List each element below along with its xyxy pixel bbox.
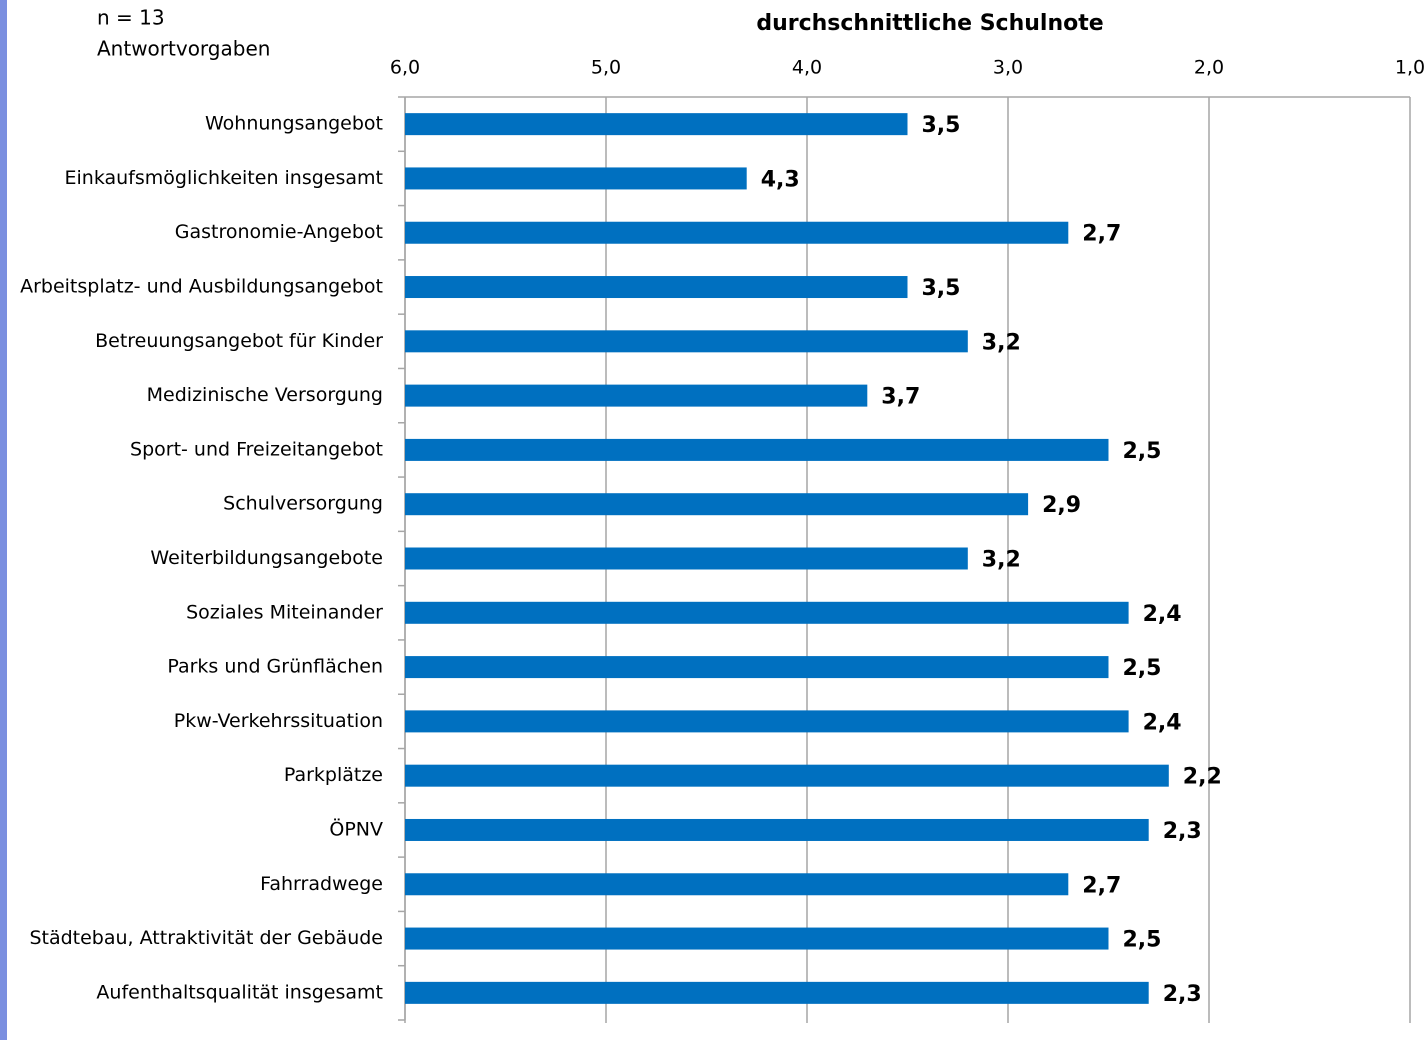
bar xyxy=(405,710,1129,733)
y-tick-label: Betreuungsangebot für Kinder xyxy=(95,330,383,352)
x-tick-label: 5,0 xyxy=(591,57,621,79)
data-label: 2,5 xyxy=(1123,439,1162,464)
data-label: 2,2 xyxy=(1183,765,1222,790)
y-tick-label: Pkw-Verkehrssituation xyxy=(174,710,383,732)
y-tick-label: Parks und Grünflächen xyxy=(167,656,383,678)
data-label: 2,4 xyxy=(1143,710,1182,735)
data-label: 2,7 xyxy=(1082,873,1121,898)
data-label: 2,5 xyxy=(1123,928,1162,953)
y-tick-label: Wohnungsangebot xyxy=(205,113,383,135)
bar xyxy=(405,764,1169,787)
bar xyxy=(405,221,1069,244)
data-label: 2,9 xyxy=(1042,493,1081,518)
bar xyxy=(405,167,747,190)
bar xyxy=(405,438,1109,461)
left-border xyxy=(0,0,7,1040)
bar xyxy=(405,656,1109,679)
y-tick-label: ÖPNV xyxy=(329,817,383,840)
data-label: 4,3 xyxy=(761,167,800,192)
y-tick-label: Fahrradwege xyxy=(260,873,383,895)
data-label: 2,4 xyxy=(1143,602,1182,627)
x-tick-label: 1,0 xyxy=(1395,57,1425,79)
bar xyxy=(405,276,908,299)
bar xyxy=(405,493,1029,516)
y-tick-label: Parkplätze xyxy=(284,764,383,786)
bar xyxy=(405,818,1149,841)
axis-title: durchschnittliche Schulnote xyxy=(756,11,1103,36)
y-tick-label: Aufenthaltsqualität insgesamt xyxy=(96,981,383,1003)
annotation: Antwortvorgaben xyxy=(97,37,270,61)
data-label: 3,7 xyxy=(881,385,920,410)
bar xyxy=(405,873,1069,896)
data-label: 3,2 xyxy=(982,330,1021,355)
data-label: 2,5 xyxy=(1123,656,1162,681)
y-tick-label: Arbeitsplatz- und Ausbildungsangebot xyxy=(20,276,383,298)
y-tick-label: Schulversorgung xyxy=(223,493,383,515)
y-tick-label: Gastronomie-Angebot xyxy=(175,221,383,243)
bar xyxy=(405,981,1149,1004)
bar xyxy=(405,927,1109,950)
x-tick-label: 6,0 xyxy=(390,57,420,79)
y-tick-label: Weiterbildungsangebote xyxy=(150,547,383,569)
bar xyxy=(405,601,1129,624)
data-label: 3,2 xyxy=(982,548,1021,573)
x-tick-label: 4,0 xyxy=(792,57,822,79)
y-tick-label: Medizinische Versorgung xyxy=(147,384,383,406)
x-tick-label: 3,0 xyxy=(993,57,1023,79)
y-tick-label: Sport- und Freizeitangebot xyxy=(130,438,383,460)
y-tick-label: Städtebau, Attraktivität der Gebäude xyxy=(29,927,383,949)
bar xyxy=(405,547,968,570)
annotation: n = 13 xyxy=(97,6,165,30)
bar xyxy=(405,384,868,407)
data-label: 3,5 xyxy=(922,276,961,301)
x-tick-label: 2,0 xyxy=(1194,57,1224,79)
data-label: 2,7 xyxy=(1082,222,1121,247)
data-label: 2,3 xyxy=(1163,982,1202,1007)
y-tick-label: Soziales Miteinander xyxy=(186,601,383,623)
bar xyxy=(405,330,968,353)
y-tick-label: Einkaufsmöglichkeiten insgesamt xyxy=(65,167,384,189)
data-label: 3,5 xyxy=(922,113,961,138)
bar xyxy=(405,113,908,136)
data-label: 2,3 xyxy=(1163,819,1202,844)
